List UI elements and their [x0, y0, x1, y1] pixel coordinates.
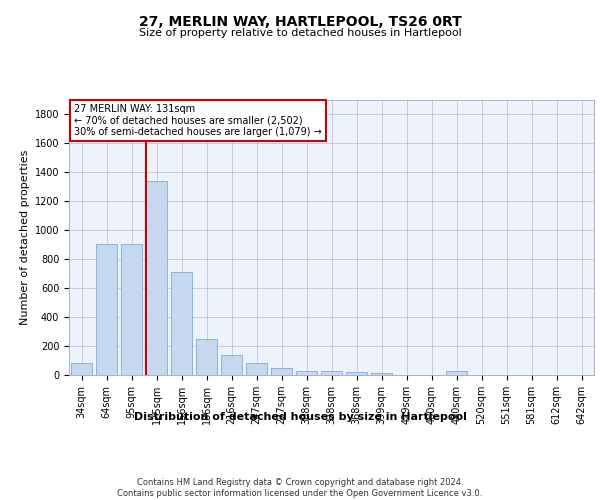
Bar	[96, 244, 117, 375]
Bar	[246, 364, 267, 375]
Text: 27 MERLIN WAY: 131sqm
← 70% of detached houses are smaller (2,502)
30% of semi-d: 27 MERLIN WAY: 131sqm ← 70% of detached …	[74, 104, 322, 138]
Bar	[121, 244, 142, 375]
Bar	[71, 364, 92, 375]
Bar	[321, 372, 342, 375]
Bar	[271, 368, 292, 375]
Text: Distribution of detached houses by size in Hartlepool: Distribution of detached houses by size …	[134, 412, 466, 422]
Bar	[171, 272, 192, 375]
Bar	[346, 372, 367, 375]
Bar	[146, 181, 167, 375]
Text: Contains HM Land Registry data © Crown copyright and database right 2024.
Contai: Contains HM Land Registry data © Crown c…	[118, 478, 482, 498]
Bar	[221, 354, 242, 375]
Bar	[196, 339, 217, 375]
Bar	[446, 372, 467, 375]
Text: Size of property relative to detached houses in Hartlepool: Size of property relative to detached ho…	[139, 28, 461, 38]
Y-axis label: Number of detached properties: Number of detached properties	[20, 150, 31, 325]
Bar	[371, 373, 392, 375]
Text: 27, MERLIN WAY, HARTLEPOOL, TS26 0RT: 27, MERLIN WAY, HARTLEPOOL, TS26 0RT	[139, 15, 461, 29]
Bar	[296, 370, 317, 375]
